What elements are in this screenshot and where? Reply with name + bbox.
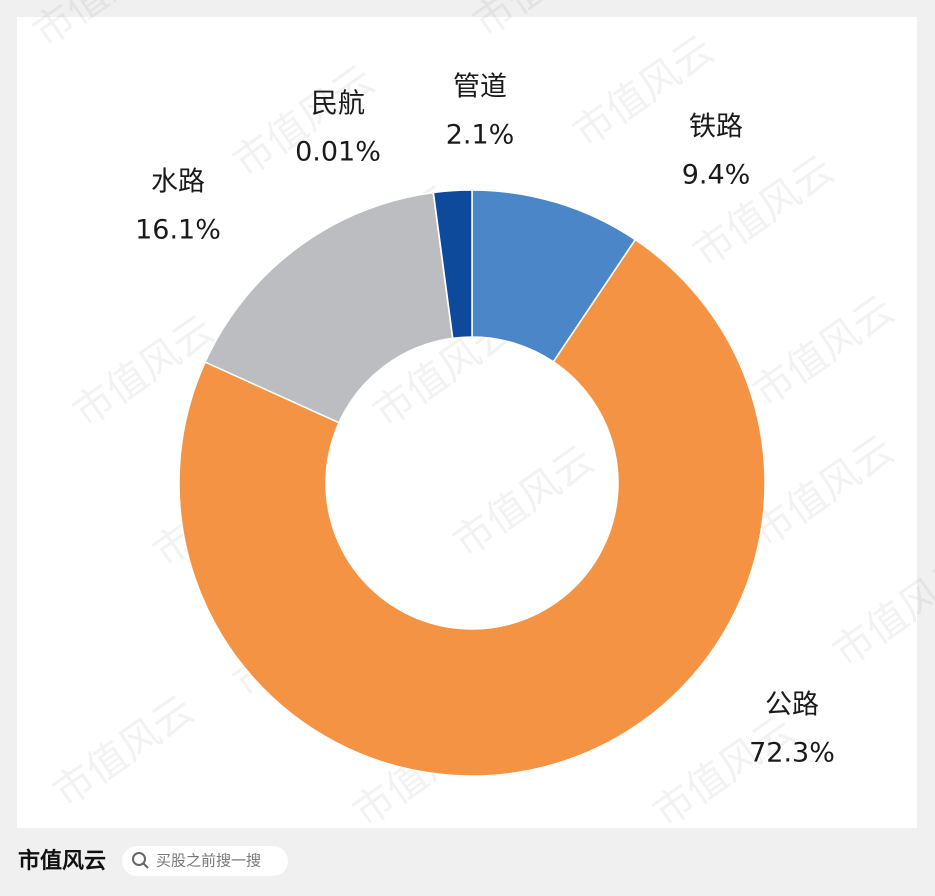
donut (178, 189, 766, 777)
search-box[interactable] (122, 846, 288, 876)
search-icon-handle (142, 862, 149, 869)
category-label: 民航 (311, 89, 365, 120)
category-label: 公路 (765, 690, 819, 721)
category-label: 水路 (151, 167, 205, 198)
donut-slice (204, 191, 454, 424)
value-label: 0.01% (295, 137, 381, 168)
value-label: 9.4% (682, 160, 751, 191)
brand: 市值风云 (18, 848, 106, 874)
category-label: 铁路 (689, 112, 743, 143)
category-label: 管道 (453, 72, 507, 103)
search-icon (132, 852, 146, 866)
value-label: 16.1% (135, 215, 221, 246)
value-label: 2.1% (446, 120, 515, 151)
value-label: 72.3% (749, 738, 835, 769)
search-placeholder: 买股之前搜一搜 (156, 852, 261, 870)
labels: 铁路 9.4% 公路 72.3% 水路 16.1% 民航 0.01% 管道 2.1% (135, 72, 835, 769)
donut-slice (178, 238, 766, 777)
donut-slice (432, 189, 473, 340)
